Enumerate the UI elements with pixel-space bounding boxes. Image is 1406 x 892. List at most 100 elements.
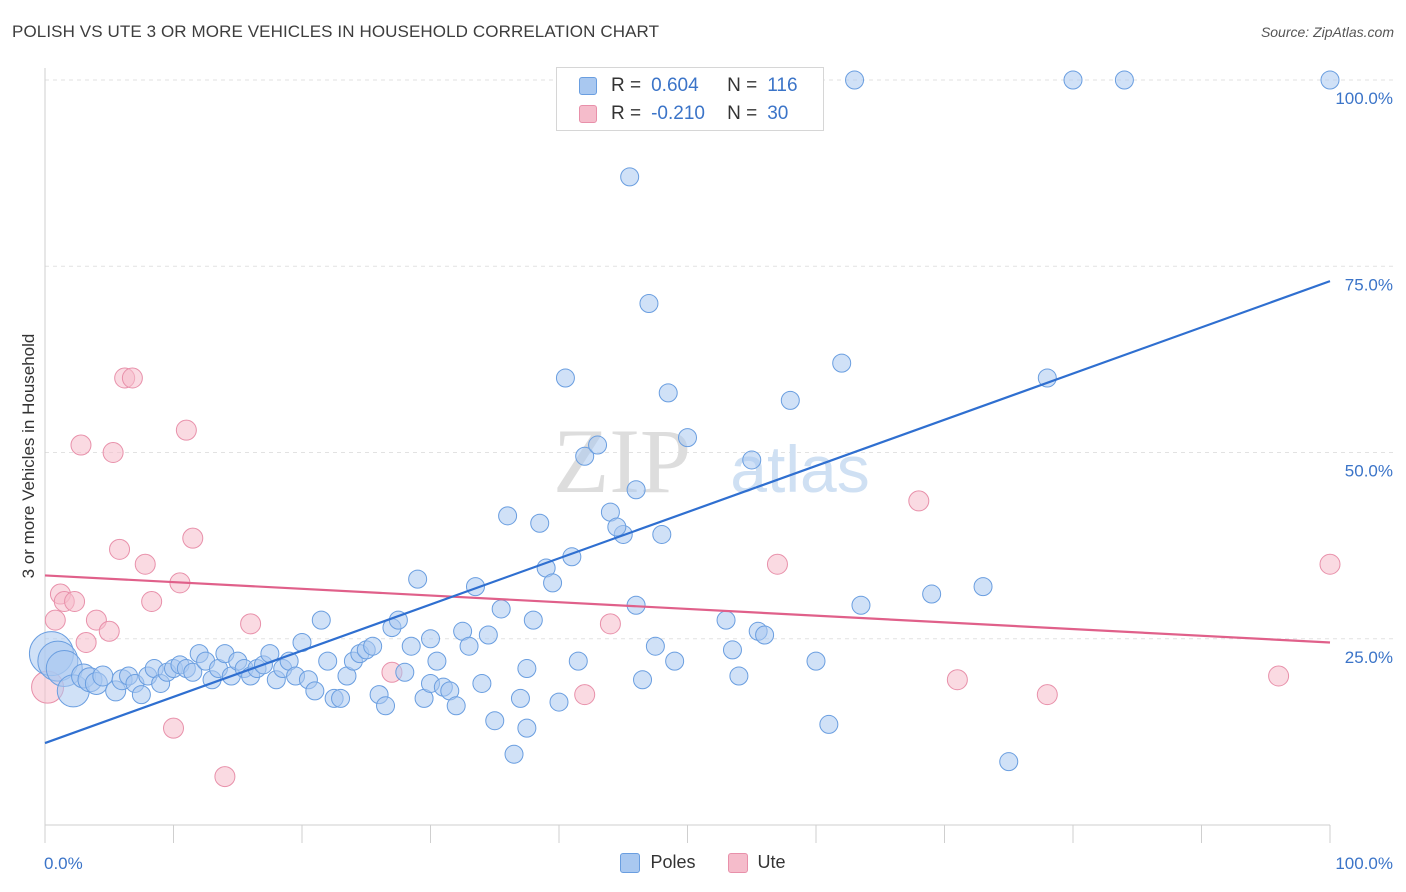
poles-point (408, 569, 428, 589)
poles-point (465, 577, 485, 597)
poles-point (510, 688, 530, 708)
poles-point (607, 517, 627, 537)
poles-point (806, 651, 826, 671)
poles-point (311, 610, 331, 630)
source-credit: Source: ZipAtlas.com (1260, 24, 1394, 40)
ute-point (64, 591, 86, 612)
ute-point (214, 766, 236, 788)
ute-point (908, 490, 930, 512)
poles-point (395, 662, 415, 682)
ute-point (44, 609, 66, 631)
ute-point (175, 419, 197, 441)
ute-point (70, 434, 92, 456)
poles-point (549, 692, 569, 712)
poles-point (376, 696, 396, 716)
poles-point (305, 681, 325, 701)
zipatlas-watermark: ZIP atlas (553, 410, 870, 512)
ute-point (98, 620, 120, 642)
poles-point (845, 70, 865, 90)
ute-point (766, 553, 788, 575)
chart-title: POLISH VS UTE 3 OR MORE VEHICLES IN HOUS… (12, 22, 660, 41)
poles-point (658, 383, 678, 403)
poles-point (1320, 70, 1340, 90)
poles-point (588, 435, 608, 455)
poles-point (922, 584, 942, 604)
poles-point (832, 353, 852, 373)
ute-point (946, 669, 968, 691)
poles-point (639, 294, 659, 313)
ute-point (599, 613, 621, 635)
poles-point (851, 595, 871, 615)
ute-legend-swatch (727, 852, 748, 873)
poles-point (575, 446, 595, 466)
ute-point (1268, 665, 1290, 687)
poles-point (459, 636, 479, 656)
poles-point (318, 651, 338, 671)
poles-point (722, 640, 742, 660)
x-tick-label: 0.0% (44, 854, 83, 873)
watermark-zip: ZIP (553, 410, 691, 512)
legend-item-ute[interactable]: Ute (727, 852, 786, 873)
poles-point (626, 480, 646, 500)
poles-point (363, 636, 383, 656)
poles-point (729, 666, 749, 686)
y-tick-label: 25.0% (1345, 648, 1393, 667)
gridlines (45, 79, 1395, 640)
poles-point (716, 610, 736, 630)
poles-n-label: N = (727, 75, 758, 96)
legend-row-ute: R = -0.210 N = 30 (579, 101, 788, 127)
poles-point (633, 670, 653, 690)
ute-n-label: N = (727, 103, 758, 124)
poles-point (485, 711, 505, 731)
poles-point (819, 714, 839, 734)
series-legend: Poles Ute (0, 852, 1406, 873)
poles-point (427, 651, 447, 671)
legend-item-poles[interactable]: Poles (620, 852, 696, 873)
poles-point (421, 629, 440, 649)
poles-point (973, 577, 993, 597)
poles-point (517, 718, 537, 738)
poles-point (1063, 70, 1083, 90)
poles-point (504, 744, 524, 764)
ute-n-value: 30 (767, 103, 789, 124)
poles-point (523, 610, 543, 630)
poles-point (678, 428, 697, 448)
poles-point (131, 685, 151, 705)
poles-point (652, 524, 672, 544)
y-tick-label: 100.0% (1335, 89, 1393, 108)
poles-point (498, 506, 518, 526)
ute-point (182, 527, 204, 549)
ute-point (1036, 684, 1058, 706)
ute-point (1319, 553, 1341, 575)
ute-r-label: R = (611, 103, 642, 124)
ute-r-value: -0.210 (651, 103, 705, 124)
poles-point (446, 696, 466, 716)
poles-point (331, 688, 351, 708)
poles-point (780, 390, 800, 410)
ute-point (121, 367, 143, 389)
ute-point (141, 591, 163, 612)
poles-point (620, 167, 640, 187)
ute-trend-line (44, 574, 1331, 644)
ute-point (109, 538, 131, 560)
poles-point (517, 659, 537, 679)
ute-point (574, 684, 596, 706)
ute-point (134, 553, 156, 575)
y-axis-label: 3 or more Vehicles in Household (19, 334, 38, 579)
poles-point (478, 625, 498, 645)
ute-point (75, 631, 97, 653)
poles-point (183, 662, 203, 682)
poles-point (999, 752, 1019, 772)
y-tick-label: 75.0% (1345, 275, 1393, 294)
poles-point (755, 625, 775, 645)
poles-swatch (579, 77, 597, 95)
ute-legend-label: Ute (757, 852, 786, 872)
ute-point (240, 613, 262, 635)
poles-point (472, 673, 492, 693)
trend-lines (44, 280, 1331, 745)
poles-point (1037, 368, 1057, 388)
ute-point (102, 442, 124, 463)
poles-r-value: 0.604 (651, 75, 699, 96)
poles-legend-swatch (620, 852, 641, 873)
